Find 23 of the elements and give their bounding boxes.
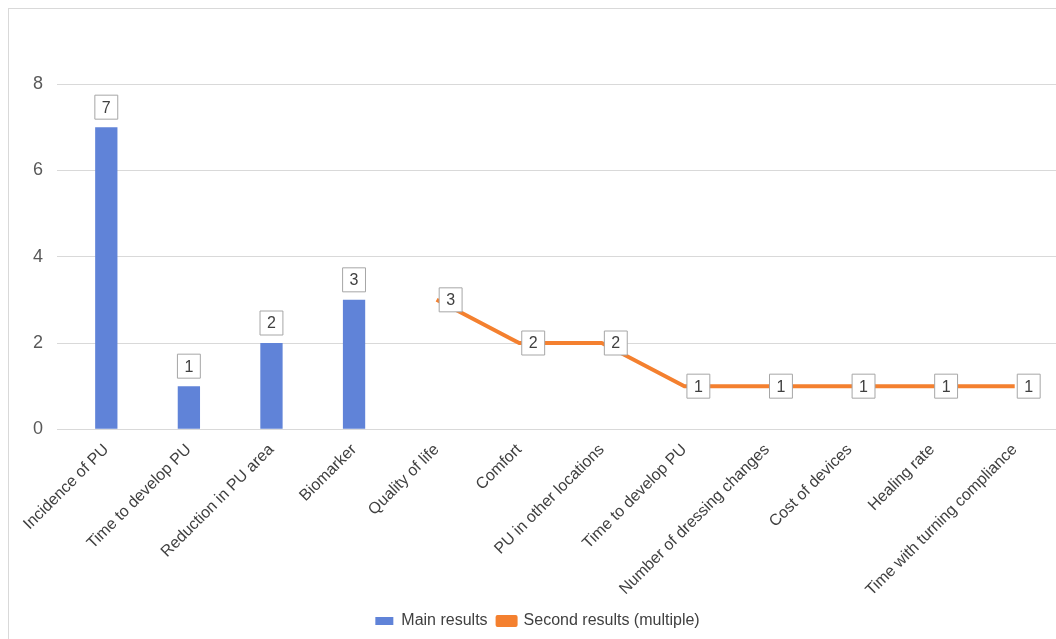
legend-label: Main results	[401, 611, 488, 629]
bar	[95, 127, 118, 429]
data-label: 2	[267, 314, 277, 332]
y-tick-label: 4	[33, 245, 44, 266]
bar	[260, 343, 283, 429]
data-label: 1	[941, 377, 951, 395]
data-label: 1	[776, 377, 786, 395]
y-tick-label: 0	[33, 418, 44, 439]
y-tick-label: 6	[33, 159, 44, 180]
data-label: 2	[611, 334, 621, 352]
data-label: 1	[859, 377, 869, 395]
data-label: 3	[446, 291, 456, 309]
y-tick-label: 2	[33, 331, 44, 352]
bar	[177, 386, 201, 429]
bar	[342, 299, 366, 429]
y-tick-label: 8	[33, 72, 44, 93]
data-label: 1	[693, 377, 703, 395]
data-label: 1	[184, 357, 194, 375]
data-label: 1	[1024, 377, 1034, 395]
data-label: 2	[528, 334, 538, 352]
legend-label: Second results (multiple)	[523, 611, 700, 629]
data-label: 7	[101, 98, 111, 116]
data-label: 3	[349, 271, 359, 289]
